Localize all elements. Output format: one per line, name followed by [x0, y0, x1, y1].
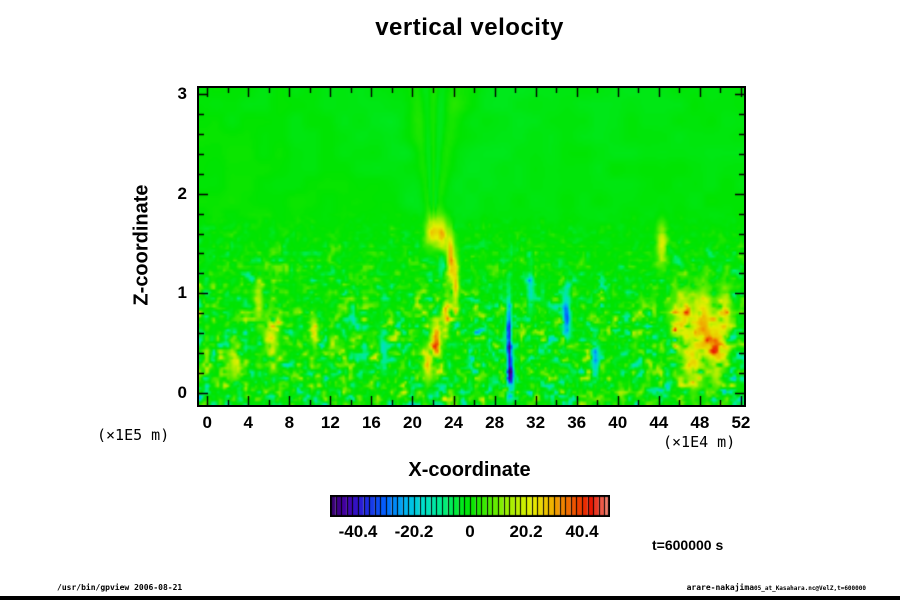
heatmap-plot: [197, 86, 746, 407]
page-title: vertical velocity: [375, 14, 564, 41]
x-tick-label: 52: [731, 413, 751, 432]
colorbar-tick-label: 0: [465, 522, 475, 541]
x-tick-label: 8: [284, 413, 295, 432]
time-label: t=600000 s: [652, 537, 724, 553]
colorbar-tick-label: -40.4: [338, 522, 378, 541]
z-tick-label: 3: [177, 83, 187, 103]
x-tick-label: 36: [567, 413, 587, 432]
x-axis-unit: (×1E4 m): [663, 433, 736, 451]
x-tick-label: 20: [403, 413, 422, 432]
x-tick-label: 4: [243, 413, 253, 432]
x-tick-label: 0: [202, 413, 212, 432]
colorbar-tick-label: 20.2: [509, 522, 543, 541]
colorbar-tick-label: 40.4: [565, 522, 599, 541]
colorbar-tick-label: -20.2: [394, 522, 434, 541]
x-tick-label: 12: [320, 413, 340, 432]
z-axis-label: Z-coordinate: [130, 184, 153, 306]
z-tick-label: 2: [177, 183, 187, 203]
footer-command-text: /usr/bin/gpview 2006-08-21: [57, 583, 183, 592]
x-tick-label: 28: [485, 413, 505, 432]
footer-source-detail: 05_at_Kasahara.nc@VelZ,t=600000: [754, 585, 866, 592]
x-tick-label: 16: [361, 413, 381, 432]
colorbar: [330, 495, 610, 517]
x-tick-label: 32: [526, 413, 546, 432]
z-axis-unit: (×1E5 m): [97, 426, 170, 444]
footer-source-text: arare-nakajima05_at_Kasahara.nc@VelZ,t=6…: [687, 583, 866, 592]
x-tick-label: 48: [690, 413, 710, 432]
footer-source-main: arare-nakajima: [686, 583, 755, 592]
x-tick-label: 24: [444, 413, 463, 432]
z-tick-label: 0: [177, 383, 187, 403]
colorbar-swatches: [330, 495, 610, 517]
x-axis-label: X-coordinate: [408, 459, 531, 481]
x-tick-label: 40: [608, 413, 628, 432]
bottom-rule: [0, 596, 900, 600]
z-tick-label: 1: [177, 283, 187, 303]
x-tick-label: 44: [649, 413, 669, 432]
